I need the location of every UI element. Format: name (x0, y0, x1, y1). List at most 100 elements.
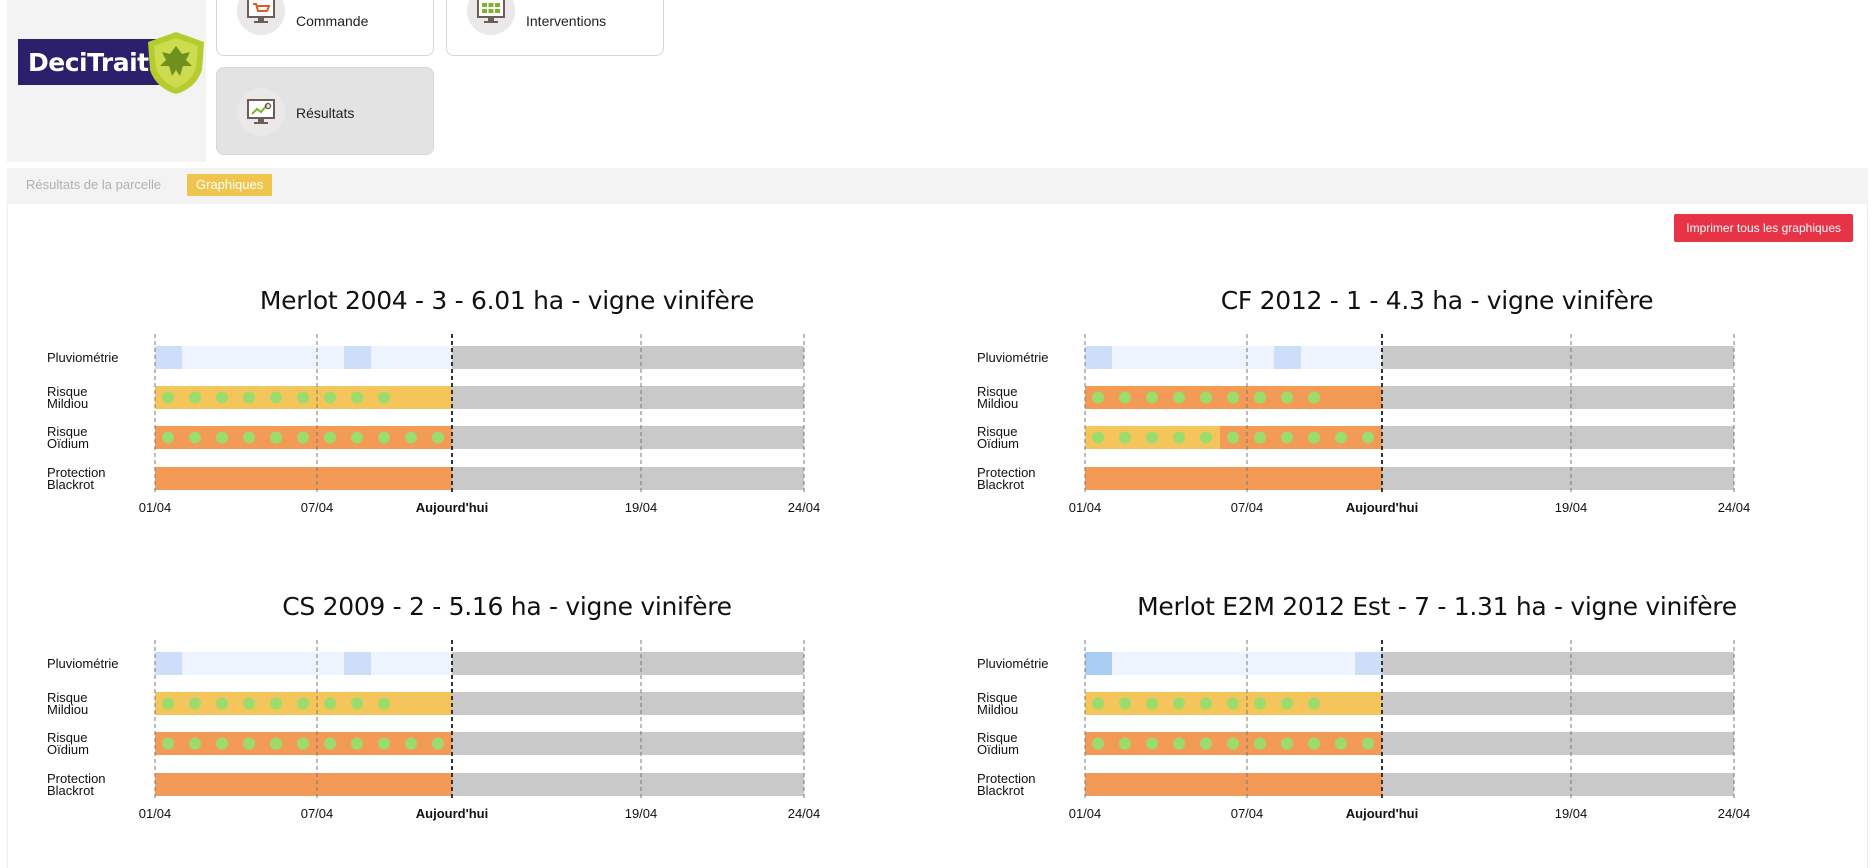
risk-dot (162, 391, 174, 404)
risk-dot (189, 697, 201, 710)
timeline-segment (1274, 346, 1301, 369)
vine-leaf-shield-icon (148, 32, 204, 94)
risk-dot (1281, 431, 1293, 444)
forecast-segment (452, 386, 804, 409)
tab-graphiques[interactable]: Graphiques (187, 174, 273, 196)
risk-dot (1119, 431, 1131, 444)
risk-dot (243, 697, 255, 710)
timeline-segment (1301, 346, 1382, 369)
x-tick-label: 24/04 (1718, 806, 1751, 821)
risk-dot (216, 697, 228, 710)
risk-dot (216, 737, 228, 750)
risk-dot (1200, 391, 1212, 404)
risk-dot (1227, 697, 1239, 710)
timeline-segment (1112, 346, 1274, 369)
timeline-plot: 01/04 07/04 Aujourd'hui 19/04 24/04 (1069, 640, 1751, 821)
decitrait-logo: DeciTrait (18, 30, 208, 94)
timeline-segment (1355, 652, 1382, 675)
menu-commande-label: Commande (296, 13, 369, 29)
risk-dot (1308, 697, 1320, 710)
risk-dot (243, 737, 255, 750)
risk-dot (432, 737, 444, 750)
risk-dot (297, 737, 309, 750)
x-tick-label: 24/04 (788, 806, 821, 821)
risk-dot (162, 737, 174, 750)
chart-title: Merlot 2004 - 3 - 6.01 ha - vigne vinifè… (259, 286, 755, 315)
risk-dot (1362, 431, 1374, 444)
risk-dot (351, 391, 363, 404)
forecast-segment (1382, 692, 1734, 715)
row-label: Pluviométrie (977, 656, 1049, 671)
forecast-segment (1382, 426, 1734, 449)
timeline-segment (182, 346, 344, 369)
forecast-segment (1382, 386, 1734, 409)
row-label: Risque Mildiou (47, 690, 89, 717)
risk-dot (1308, 391, 1320, 404)
risk-dot (243, 391, 255, 404)
row-label: Pluviométrie (977, 350, 1049, 365)
tab-resultats-parcelle[interactable]: Résultats de la parcelle (26, 177, 162, 192)
chart-0: Merlot 2004 - 3 - 6.01 ha - vigne vinifè… (47, 286, 967, 556)
logo-text: DeciTrait (28, 48, 149, 77)
row-label: Risque Oïdium (47, 730, 89, 757)
risk-dot (162, 697, 174, 710)
risk-dot (351, 737, 363, 750)
risk-dot (324, 737, 336, 750)
x-tick-label: Aujourd'hui (416, 806, 488, 821)
risk-dot (189, 391, 201, 404)
risk-dot (1173, 391, 1185, 404)
row-label: Pluviométrie (47, 656, 119, 671)
risk-dot (1254, 391, 1266, 404)
forecast-segment (452, 652, 804, 675)
risk-dot (270, 431, 282, 444)
forecast-segment (452, 692, 804, 715)
x-tick-label: 01/04 (1069, 500, 1102, 515)
chart-2: CS 2009 - 2 - 5.16 ha - vigne vinifère P… (47, 592, 967, 862)
risk-dot (378, 431, 390, 444)
menu-commande-button[interactable]: Commande (216, 0, 434, 56)
risk-dot (1173, 697, 1185, 710)
risk-dot (1335, 431, 1347, 444)
menu-resultats-button[interactable]: Résultats (216, 67, 434, 155)
tab-bar: Résultats de la parcelle Graphiques (7, 168, 1868, 204)
x-tick-label: 07/04 (301, 806, 334, 821)
risk-dot (189, 431, 201, 444)
risk-dot (1146, 391, 1158, 404)
risk-dot (189, 737, 201, 750)
risk-dot (1281, 391, 1293, 404)
row-label: Protection Blackrot (47, 465, 106, 492)
timeline-segment (1085, 773, 1382, 796)
forecast-segment (452, 346, 804, 369)
menu-interventions-button[interactable]: Interventions (446, 0, 664, 56)
row-label: Protection Blackrot (977, 465, 1036, 492)
risk-dot (1227, 431, 1239, 444)
risk-dot (1254, 697, 1266, 710)
risk-dot (162, 431, 174, 444)
x-tick-label: 01/04 (139, 500, 172, 515)
risk-dot (1200, 431, 1212, 444)
x-tick-label: 07/04 (1231, 500, 1264, 515)
risk-dot (1146, 697, 1158, 710)
risk-dot (1146, 737, 1158, 750)
x-tick-label: 24/04 (1718, 500, 1751, 515)
row-label: Risque Mildiou (977, 690, 1019, 717)
risk-dot (216, 431, 228, 444)
timeline-segment (155, 773, 452, 796)
x-tick-label: 01/04 (1069, 806, 1102, 821)
risk-dot (1362, 737, 1374, 750)
forecast-segment (1382, 773, 1734, 796)
print-all-charts-button[interactable]: Imprimer tous les graphiques (1674, 214, 1853, 242)
cart-monitor-icon (237, 0, 285, 35)
menu-resultats-label: Résultats (296, 105, 355, 121)
risk-dot (1227, 391, 1239, 404)
risk-dot (1173, 737, 1185, 750)
x-tick-label: 07/04 (301, 500, 334, 515)
risk-dot (243, 431, 255, 444)
x-tick-label: Aujourd'hui (1346, 806, 1418, 821)
x-tick-label: 19/04 (625, 500, 658, 515)
x-tick-label: 19/04 (1555, 500, 1588, 515)
risk-dot (1146, 431, 1158, 444)
risk-dot (297, 697, 309, 710)
chart-title: Merlot E2M 2012 Est - 7 - 1.31 ha - vign… (1137, 592, 1737, 621)
x-tick-label: Aujourd'hui (1346, 500, 1418, 515)
